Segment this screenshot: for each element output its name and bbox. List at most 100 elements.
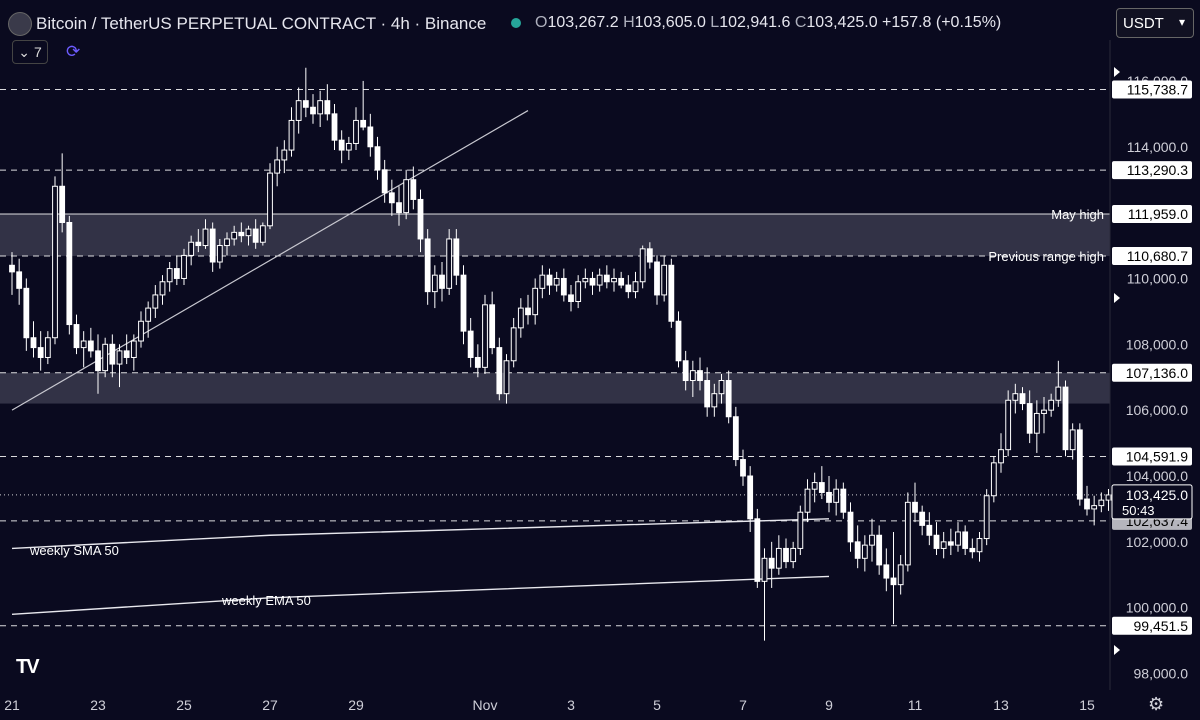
close-label: C: [794, 14, 807, 31]
candle-body: [109, 343, 116, 365]
high-label: H: [623, 14, 635, 31]
y-tick-label: 98,000.0: [1134, 666, 1189, 682]
x-tick-label: 15: [1079, 697, 1095, 713]
x-tick-label: 5: [653, 697, 661, 713]
candle-body: [417, 198, 424, 240]
candle-body: [503, 360, 510, 395]
candle-body: [324, 100, 331, 115]
market-status-icon: [511, 18, 521, 28]
x-tick-label: 13: [993, 697, 1009, 713]
candle-body: [654, 261, 660, 296]
candle-body: [496, 347, 503, 395]
candle-body: [510, 327, 517, 362]
current-price-box: [1111, 484, 1193, 520]
price-label-box: [1112, 363, 1192, 382]
candle-body: [338, 139, 345, 151]
indicators-collapse-button[interactable]: ⌄ 7: [12, 40, 48, 64]
axis-marker-icon: [1114, 293, 1120, 303]
candle-body: [675, 320, 682, 362]
bitcoin-logo-icon: [8, 12, 32, 36]
candle-body: [976, 538, 983, 553]
candle-body: [596, 274, 603, 286]
candle-body: [259, 225, 266, 243]
candle-body: [618, 277, 625, 286]
candle-body: [1012, 393, 1019, 401]
candle-body: [897, 564, 904, 586]
candle-body: [245, 228, 252, 237]
sma-line: [11, 518, 830, 550]
candle-body: [955, 531, 961, 546]
zone-band: [0, 213, 1110, 257]
candle-body: [919, 511, 926, 526]
candle-body: [95, 350, 101, 372]
tradingview-logo[interactable]: TV: [16, 656, 40, 678]
candle-body: [453, 238, 460, 276]
candle-body: [345, 142, 352, 151]
symbol-title[interactable]: Bitcoin / TetherUS PERPETUAL CONTRACT · …: [36, 14, 487, 33]
candle-body: [181, 254, 187, 279]
candle-body: [575, 281, 582, 303]
candle-body: [998, 449, 1004, 464]
candle-body: [159, 281, 166, 296]
candle-body: [553, 277, 560, 286]
change-value: +157.8 (+0.15%): [882, 14, 1002, 31]
price-label-box: [1112, 511, 1192, 530]
candle-body: [59, 185, 66, 223]
ema-line: [11, 575, 830, 615]
candle-body: [30, 337, 37, 349]
candle-body: [546, 274, 553, 286]
open-label: O: [535, 14, 548, 31]
candle-body: [166, 268, 173, 283]
candle-body: [1026, 403, 1033, 434]
candle-body: [861, 544, 868, 559]
candle-body: [990, 462, 997, 497]
x-tick-label: 3: [567, 697, 575, 713]
candle-body: [582, 277, 589, 283]
sync-icon[interactable]: ⟳: [66, 42, 81, 61]
candle-body: [560, 277, 567, 296]
candle-body: [811, 482, 818, 490]
candle-body: [876, 534, 883, 566]
candle-body: [783, 547, 789, 563]
candle-body: [668, 264, 675, 322]
candle-body: [840, 488, 847, 513]
candle-body: [188, 241, 195, 256]
gear-icon[interactable]: ⚙: [1148, 694, 1165, 714]
candle-body: [9, 264, 15, 273]
candle-body: [66, 221, 73, 326]
zone-band: [0, 372, 1110, 404]
candle-body: [625, 284, 632, 293]
candle-body: [388, 192, 395, 204]
candle-body: [87, 340, 94, 352]
candle-body: [1105, 494, 1112, 501]
axis-marker-icon: [1114, 645, 1120, 655]
chevron-down-icon: ⌄: [18, 43, 30, 60]
candle-body: [1048, 399, 1055, 411]
candle-body: [367, 126, 374, 148]
candle-body: [1005, 399, 1012, 451]
candle-body: [238, 231, 245, 237]
chevron-down-icon: ▾: [1178, 15, 1185, 29]
candle-body: [467, 330, 474, 358]
candle-body: [274, 159, 281, 174]
candle-body: [145, 307, 152, 322]
candle-body: [216, 245, 223, 263]
candle-body: [725, 380, 732, 418]
indicator-count: 7: [33, 44, 42, 60]
candle-body: [424, 238, 431, 293]
currency-select[interactable]: USDT ▾: [1116, 8, 1194, 38]
price-label-text: 102,637.4: [1126, 513, 1188, 529]
candle-body: [603, 274, 610, 283]
candle-body: [195, 241, 202, 247]
candle-body: [611, 277, 617, 283]
candle-body: [1062, 386, 1069, 451]
currency-value: USDT: [1123, 14, 1164, 32]
candle-body: [697, 370, 703, 382]
candle-body: [202, 228, 209, 247]
candle-body: [804, 488, 811, 513]
y-tick-label: 106,000.0: [1126, 402, 1188, 418]
candle-body: [288, 119, 295, 151]
x-tick-label: 25: [176, 697, 192, 713]
candle-body: [224, 238, 230, 247]
